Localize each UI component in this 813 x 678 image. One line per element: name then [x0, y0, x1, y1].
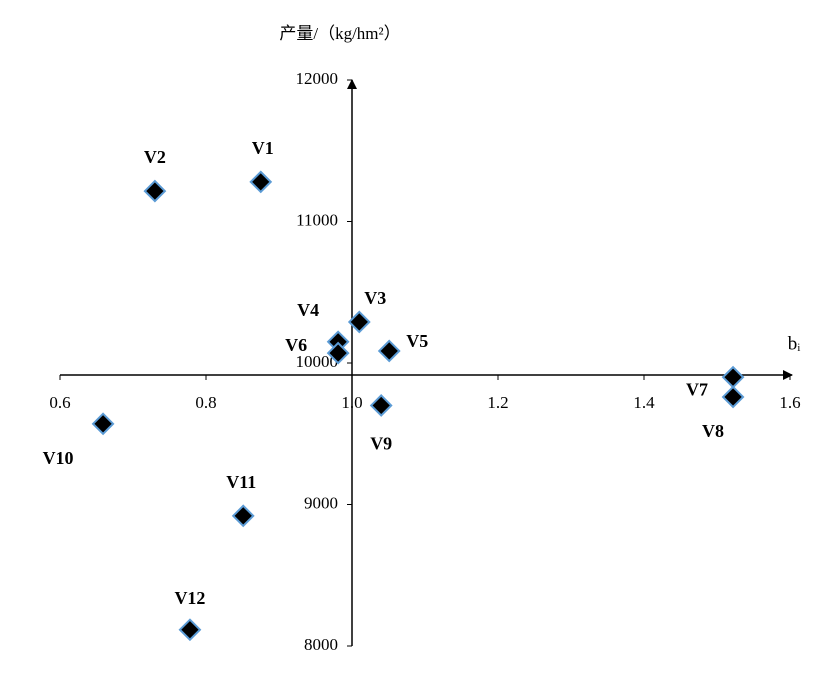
point-label: V7 — [686, 379, 708, 399]
y-tick-label: 12000 — [296, 69, 339, 88]
x-axis-title: bᵢ — [788, 333, 801, 354]
point-label: V2 — [144, 147, 166, 167]
x-tick-label: 1.2 — [487, 393, 508, 412]
y-tick-label: 11000 — [296, 210, 338, 229]
point-label: V10 — [43, 448, 74, 468]
x-tick-label: 0.6 — [49, 393, 70, 412]
point — [369, 394, 393, 417]
x-tick-label: 0.8 — [195, 393, 216, 412]
point-label: V9 — [370, 434, 392, 454]
point — [721, 385, 745, 409]
point-label: V4 — [297, 300, 319, 320]
point — [347, 310, 371, 334]
x-tick-label: 1.6 — [779, 393, 800, 412]
point — [91, 412, 115, 436]
point-label: V5 — [406, 331, 428, 351]
y-tick-label: 9000 — [304, 493, 338, 512]
point-label: V12 — [174, 588, 205, 608]
point — [326, 341, 350, 365]
point — [178, 618, 202, 642]
point-label: V6 — [285, 335, 307, 355]
point — [143, 179, 167, 203]
point — [721, 365, 745, 389]
point — [231, 504, 255, 528]
x-tick-label: 1.0 — [341, 393, 362, 412]
point-label: V11 — [226, 472, 256, 492]
x-tick-label: 1.4 — [633, 393, 655, 412]
point-label: V3 — [364, 288, 386, 308]
y-tick-label: 10000 — [296, 352, 339, 371]
point-label: V8 — [702, 421, 724, 441]
y-axis-title: 产量/（kg/hm²） — [279, 24, 400, 43]
y-tick-label: 8000 — [304, 635, 338, 654]
point — [249, 170, 273, 194]
point-label: V1 — [252, 138, 274, 158]
point — [377, 339, 401, 363]
